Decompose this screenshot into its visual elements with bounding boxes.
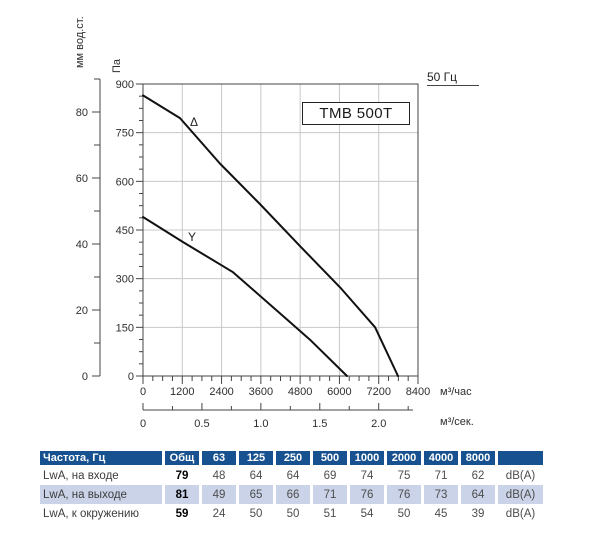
table-row-outlet: LwA, на выходе 81 49 65 66 71 76 76 73 6… [40,485,543,504]
cell: 48 [199,466,236,485]
cell: 54 [347,504,384,523]
tick-label: 8400 [406,386,430,398]
tick-label: 80 [76,107,88,119]
header-250: 250 [273,451,310,466]
header-unit [495,451,543,466]
header-4000: 4000 [421,451,458,466]
row-label: LwA, на выходе [40,485,162,504]
cell: 39 [458,504,495,523]
tick-label: 2.0 [371,418,386,430]
cell: 64 [458,485,495,504]
cell: 66 [273,485,310,504]
cell: 51 [310,504,347,523]
row-unit: dB(A) [495,504,543,523]
cell: 64 [236,466,273,485]
mm-axis: 0 20 40 60 80 [76,78,101,383]
header-2000: 2000 [384,451,421,466]
tick-label: 300 [116,274,134,286]
tick-label: 600 [116,176,134,188]
tick-label: 1.0 [253,418,268,430]
header-1000: 1000 [347,451,384,466]
header-total: Общ [162,451,199,466]
cell: 45 [421,504,458,523]
cell: 73 [421,485,458,504]
model-name-box: TMB 500T [302,102,410,125]
cell: 62 [458,466,495,485]
tick-label: 6000 [327,386,351,398]
chart-canvas: 0 150 300 450 600 750 900 0 20 40 60 80 0 1200 2400 360… [76,78,430,430]
x-axis-unit-m3s: м³/сек. [440,416,474,428]
x-axis-hour: 0 1200 2400 3600 4800 6000 7200 8400 [140,376,430,398]
tick-label: 60 [76,173,88,185]
tick-label: 150 [116,322,134,334]
tick-label: 3600 [249,386,273,398]
tick-label: 2400 [209,386,233,398]
row-total: 79 [162,466,199,485]
tick-label: 0.5 [194,418,209,430]
tick-label: 40 [76,239,88,251]
cell: 71 [310,485,347,504]
row-total: 81 [162,485,199,504]
curve-Δ [142,94,399,377]
cell: 74 [347,466,384,485]
row-label: LwA, на входе [40,466,162,485]
tick-label: 0 [82,371,88,383]
cell: 76 [347,485,384,504]
tick-label: 20 [76,305,88,317]
tick-label: 0 [128,371,134,383]
cell: 76 [384,485,421,504]
tick-label: 0 [140,386,146,398]
noise-level-table: Частота, Гц Общ 63 125 250 500 1000 2000… [40,451,543,523]
y2-axis-title-mm: мм вод.ст. [74,16,86,68]
tick-label: 900 [116,79,134,91]
tick-label: 1.5 [312,418,327,430]
cell: 50 [236,504,273,523]
cell: 65 [236,485,273,504]
table-row-inlet: LwA, на входе 79 48 64 64 69 74 75 71 62… [40,466,543,485]
cell: 71 [421,466,458,485]
row-unit: dB(A) [495,466,543,485]
y-axis-title-pa: Па [111,58,123,73]
frequency-label: 50 Гц [427,70,479,86]
cell: 75 [384,466,421,485]
row-label: LwA, к окружению [40,504,162,523]
cell: 64 [273,466,310,485]
header-500: 500 [310,451,347,466]
cell: 24 [199,504,236,523]
header-63: 63 [199,451,236,466]
tick-label: 0 [140,418,146,430]
cell: 69 [310,466,347,485]
tick-label: 4800 [288,386,312,398]
tick-label: 450 [116,225,134,237]
curve-Δ [142,94,399,377]
header-125: 125 [236,451,273,466]
pa-axis: 0 150 300 450 600 750 900 [116,79,143,383]
row-total: 59 [162,504,199,523]
cell: 49 [199,485,236,504]
tick-label: 750 [116,128,134,140]
row-unit: dB(A) [495,485,543,504]
cell: 50 [273,504,310,523]
header-frequency: Частота, Гц [40,451,162,466]
grid-lines [143,84,418,376]
table-header-row: Частота, Гц Общ 63 125 250 500 1000 2000… [40,451,543,466]
curve-label-delta: Δ [190,115,199,129]
tick-label: 7200 [366,386,390,398]
x-axis-sec: 0 0.5 1.0 1.5 2.0 [140,403,413,430]
cell: 50 [384,504,421,523]
x-axis-unit-m3h: м³/час [440,386,472,398]
header-8000: 8000 [458,451,495,466]
curve-label-wye: Y [188,230,197,244]
curve-Y [142,216,348,377]
curve-Y [142,216,348,377]
table-row-surroundings: LwA, к окружению 59 24 50 50 51 54 50 45… [40,504,543,523]
fan-curve-chart: 0 150 300 450 600 750 900 0 20 40 60 80 0 1200 2400 360… [74,16,479,430]
tick-label: 1200 [170,386,194,398]
